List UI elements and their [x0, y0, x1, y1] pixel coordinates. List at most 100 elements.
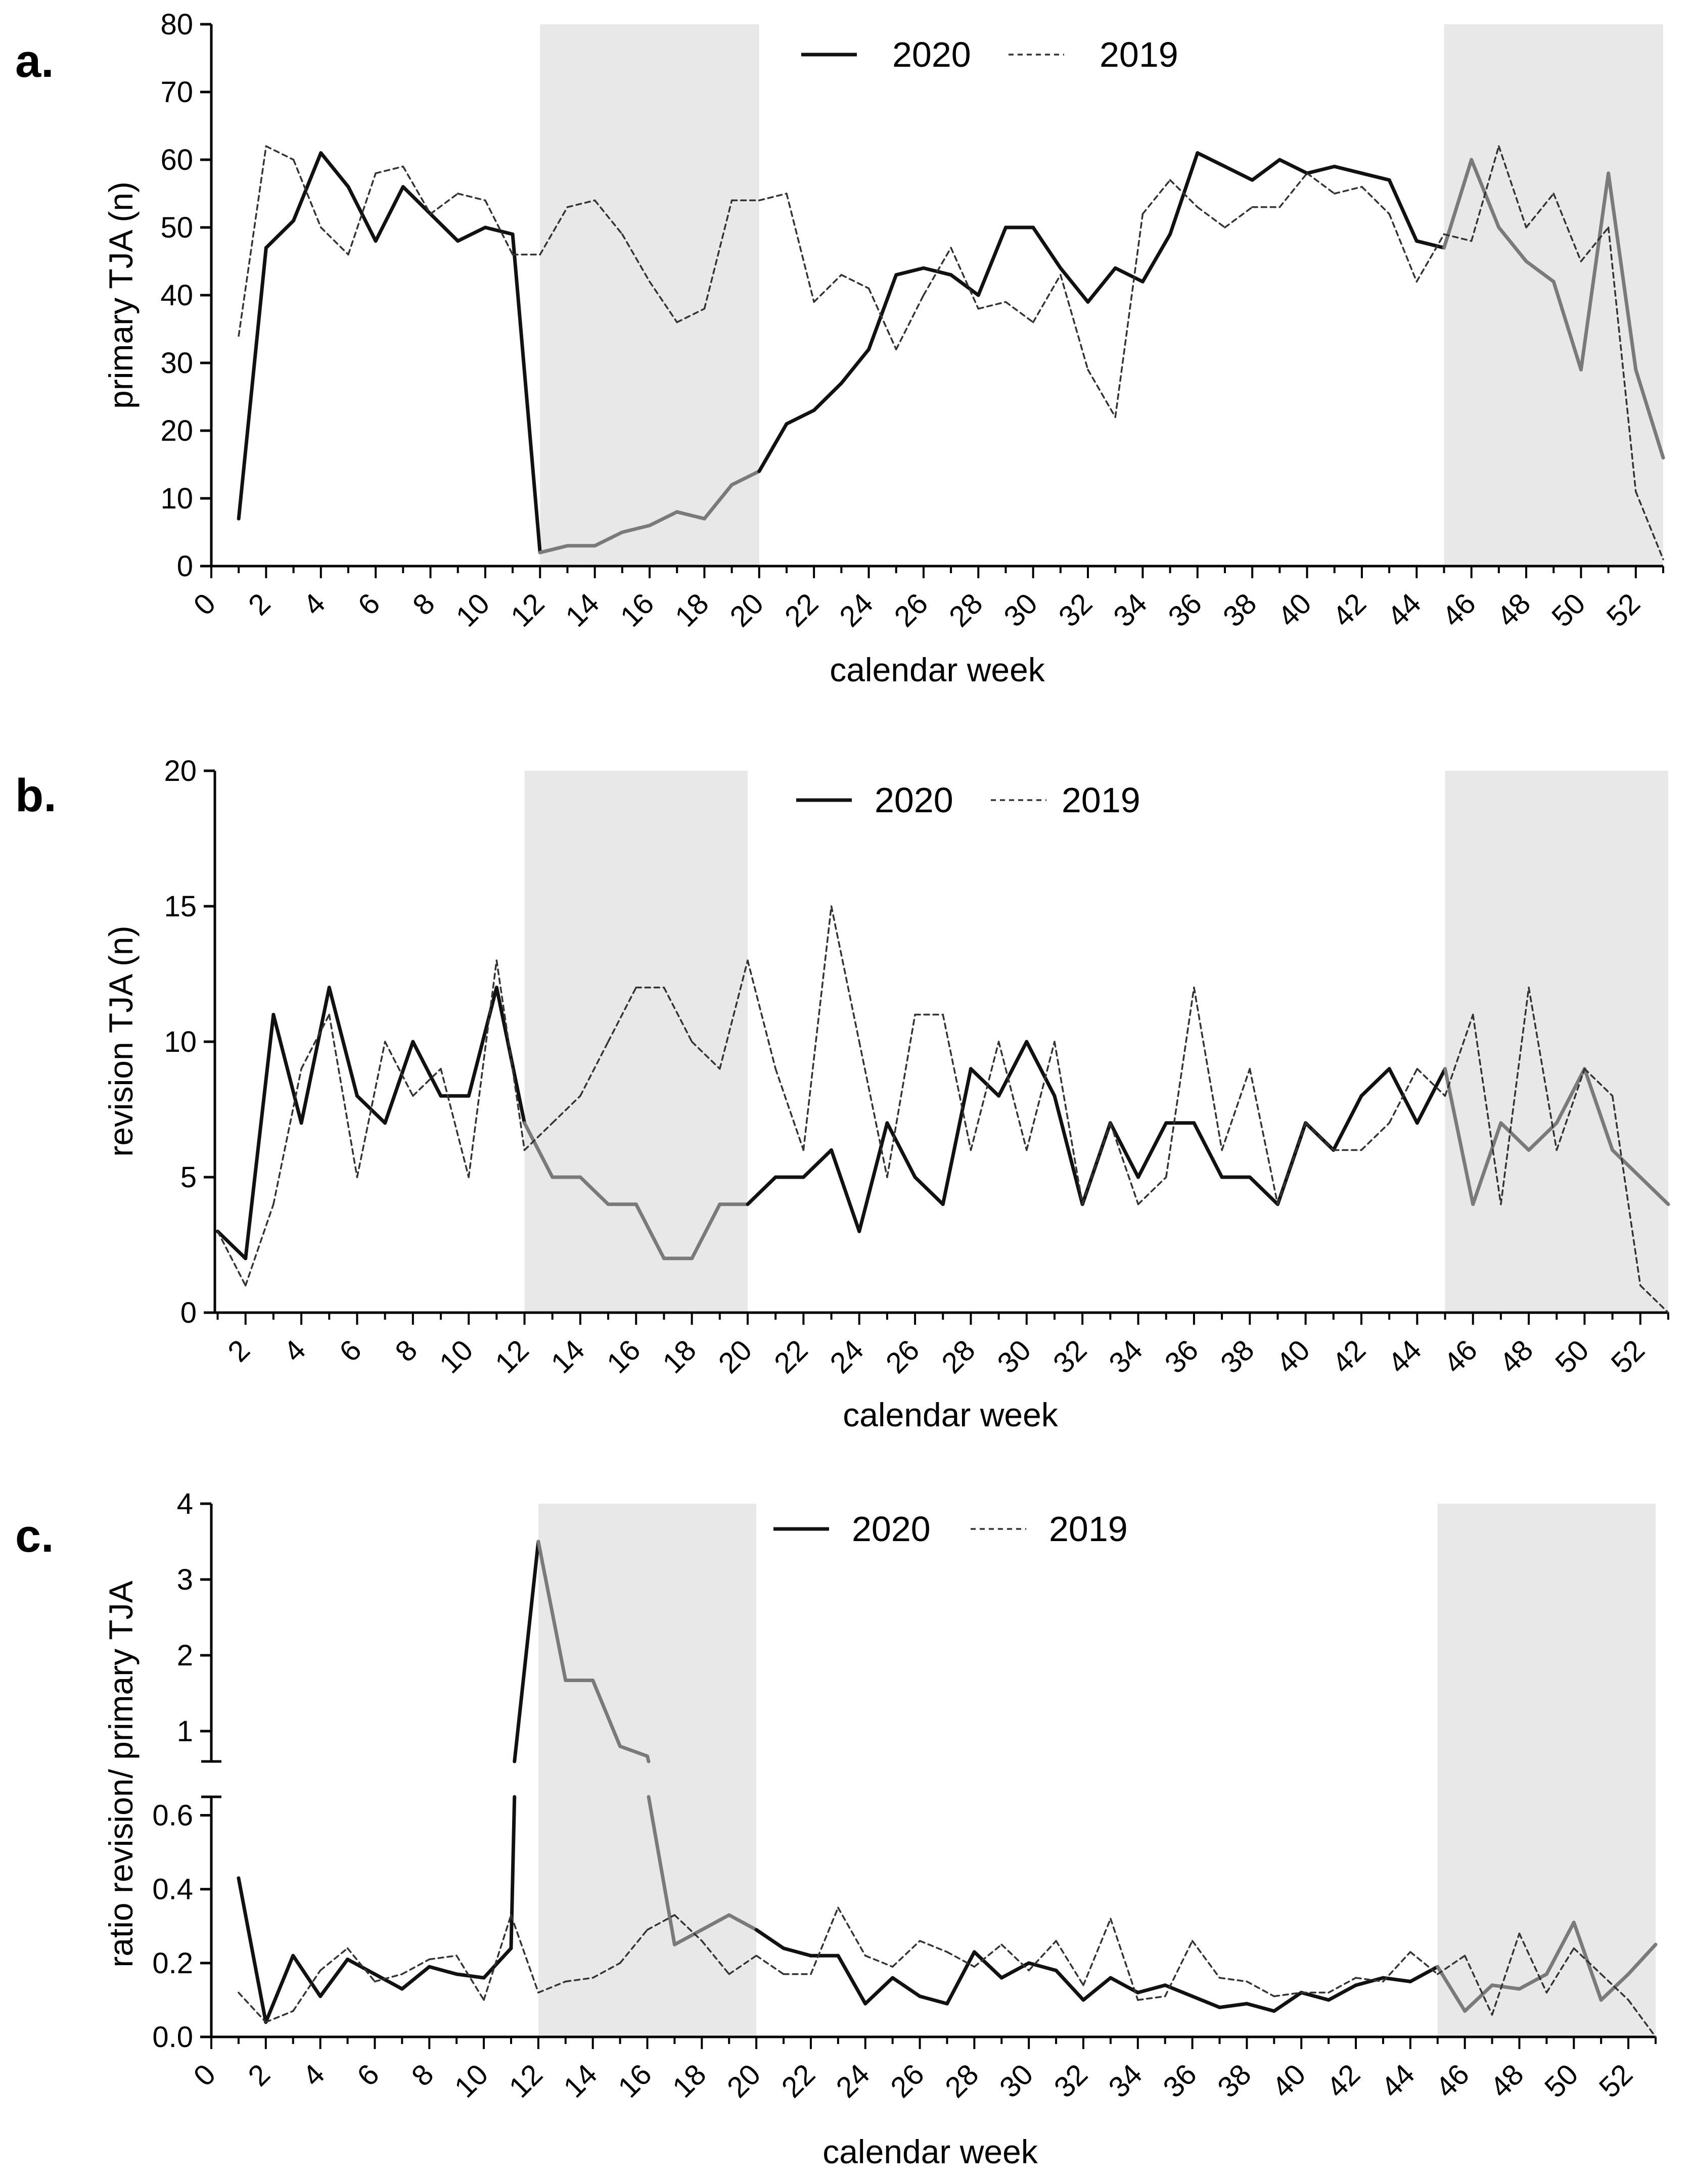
series-2020-segment: [1499, 1121, 1531, 1152]
x-tick-label: 34: [1103, 1333, 1149, 1380]
series-2019-segment: [401, 1958, 430, 1975]
series-2019-segment: [374, 1973, 403, 1983]
series-2020-segment: [1490, 1983, 1521, 1991]
series-2020-segment: [1626, 1942, 1658, 1976]
series-2019-segment: [1360, 1122, 1390, 1151]
x-tick-label: 0: [187, 587, 222, 622]
series-2020-segment: [264, 219, 296, 250]
series-2020-segment: [482, 1946, 513, 1980]
series-2020-segment: [1218, 2002, 1249, 2010]
series-2019-segment: [1165, 987, 1195, 1178]
series-2019-segment: [300, 1013, 330, 1070]
y-tick-label: 40: [160, 279, 193, 312]
series-2020-segment: [1250, 158, 1282, 182]
series-2020-segment: [618, 1744, 649, 1758]
y-tick-label: 50: [160, 211, 193, 244]
x-tick-label: 26: [880, 1333, 926, 1380]
series-2019-segment: [1611, 1095, 1641, 1287]
series-2019-segment: [1193, 987, 1223, 1151]
x-tick-label: 36: [1157, 2058, 1203, 2104]
shaded-period-2: [1437, 1504, 1656, 2037]
x-tick-label: 12: [505, 587, 551, 633]
x-tick-label: 8: [389, 1333, 424, 1368]
series-2020-segment: [237, 246, 268, 521]
series-2020-segment: [918, 1994, 949, 2006]
shaded-period-1: [538, 1504, 757, 2037]
series-2020-segment: [1081, 1976, 1113, 2002]
series-2019-segment: [1580, 226, 1610, 262]
series-2020-segment: [327, 986, 359, 1098]
x-tick-label: 24: [830, 2058, 876, 2104]
series-2019-segment: [565, 1977, 594, 1983]
series-2020-segment: [785, 408, 816, 426]
y-tick-label: 0: [180, 1296, 197, 1329]
series-2019-segment: [1627, 1999, 1657, 2038]
series-2019-segment: [1278, 172, 1308, 208]
series-2020-segment: [591, 1679, 622, 1748]
series-2020-segment: [1272, 1990, 1303, 2013]
series-2019-segment: [774, 1067, 805, 1151]
series-2019-segment: [1328, 1977, 1357, 1994]
series-2019-segment: [1498, 145, 1527, 228]
series-2019-segment: [356, 1041, 386, 1178]
series-2020-segment: [885, 1121, 917, 1179]
legend: 2020 2019: [796, 780, 1140, 820]
series-2020-segment: [1634, 367, 1665, 460]
series-2020-segment: [1582, 1067, 1615, 1152]
series-2019-segment: [810, 1907, 839, 1975]
series-2019-segment: [1141, 179, 1171, 215]
series-2020-segment: [1408, 1965, 1440, 1983]
series-2020-segment: [1387, 178, 1419, 243]
series-2019-segment: [646, 1914, 676, 1931]
series-2020-segment: [1471, 1121, 1503, 1206]
series-2020-segment: [949, 273, 980, 297]
series-2019-segment: [216, 1230, 247, 1287]
series-2020-segment: [1442, 158, 1474, 250]
series-2019-segment: [1110, 1918, 1139, 2001]
series-2019-segment: [942, 1013, 972, 1151]
series-2020-segment: [1607, 171, 1638, 371]
x-axis-label: calendar week: [830, 651, 1045, 688]
series-2019-segment: [1361, 185, 1390, 215]
series-2019-segment: [537, 1980, 567, 1994]
series-2019-segment: [1164, 1940, 1194, 1997]
series-2019: [238, 145, 1664, 561]
series-2019-segment: [1276, 1122, 1307, 1205]
series-2019-segment: [319, 1947, 349, 1972]
series-2020-segment: [1524, 259, 1556, 284]
legend: 2020 2019: [773, 1509, 1128, 1549]
series-2020-segment: [237, 1876, 268, 2024]
x-tick-label: 10: [448, 2058, 495, 2104]
series-2019-segment: [1552, 193, 1582, 262]
panel-letter: b.: [15, 770, 57, 821]
series-2019-segment: [375, 165, 404, 174]
series-2019-segment: [1491, 1932, 1521, 2016]
series-2019-segment: [468, 959, 498, 1178]
series-2020-segment: [427, 1965, 459, 1976]
series-2019-segment: [1635, 490, 1664, 561]
x-tick-label: 46: [1436, 587, 1482, 633]
series-2019-segment: [1333, 185, 1363, 195]
series-2020-segment: [292, 151, 323, 223]
series-2020-segment: [1192, 1121, 1224, 1179]
series-2020-segment: [509, 1795, 517, 1950]
series-2020-segment: [997, 1040, 1029, 1098]
x-tick-label: 12: [489, 1333, 535, 1380]
shaded-period-1: [540, 24, 759, 566]
series-2019-segment: [1197, 206, 1226, 228]
series-2019-segment: [923, 247, 952, 296]
series-2019-segment: [676, 308, 706, 323]
y-tick-label: 0.2: [152, 1947, 193, 1980]
series-2020-segment: [648, 510, 679, 528]
y-axis-label: primary TJA (n): [102, 181, 140, 409]
series-2020-segment: [999, 1961, 1031, 1980]
y-tick-label: 20: [164, 755, 197, 787]
x-tick-label: 42: [1326, 1333, 1373, 1380]
series-2020-segment: [1196, 151, 1227, 168]
y-tick-label: 0.6: [152, 1799, 193, 1832]
y-tick-label: 1: [177, 1715, 193, 1748]
x-tick-label: 26: [888, 587, 935, 633]
series-2020-segment: [318, 1958, 350, 1999]
series-2020-segment: [730, 469, 761, 487]
